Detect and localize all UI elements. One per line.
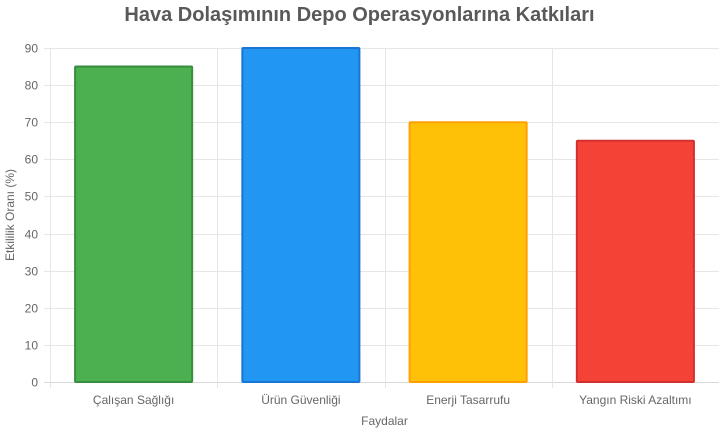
y-tick-label: 40	[25, 228, 39, 242]
bar[interactable]	[241, 47, 361, 383]
y-tick-label: 90	[25, 42, 39, 56]
chart-title: Hava Dolaşımının Depo Operasyonlarına Ka…	[124, 4, 595, 26]
y-tick-label: 0	[31, 376, 38, 390]
y-tick-label: 20	[25, 302, 39, 316]
y-tick-label: 60	[25, 153, 39, 167]
y-tick-label: 10	[25, 339, 39, 353]
x-tick-label: Yangın Riski Azaltımı	[579, 393, 692, 407]
bar[interactable]	[408, 121, 528, 383]
x-axis-ticks: Çalışan Sağlığı Ürün Güvenliği Enerji Tasa…	[93, 393, 692, 407]
bar[interactable]	[575, 139, 695, 383]
bar[interactable]	[74, 65, 194, 384]
x-axis-title: Faydalar	[361, 414, 408, 428]
x-tick-label: Ürün Güvenliği	[261, 393, 340, 407]
y-tick-label: 70	[25, 116, 39, 130]
y-axis-ticks: 0 10 20 30 40 50 60 70 80 90	[25, 42, 39, 390]
x-tick-label: Enerji Tasarrufu	[426, 393, 510, 407]
y-tick-label: 50	[25, 190, 39, 204]
y-axis-title: Etkililik Oranı (%)	[3, 169, 17, 261]
y-tick-label: 80	[25, 79, 39, 93]
bars	[74, 47, 695, 384]
x-tick-label: Çalışan Sağlığı	[93, 393, 174, 407]
y-tick-label: 30	[25, 265, 39, 279]
